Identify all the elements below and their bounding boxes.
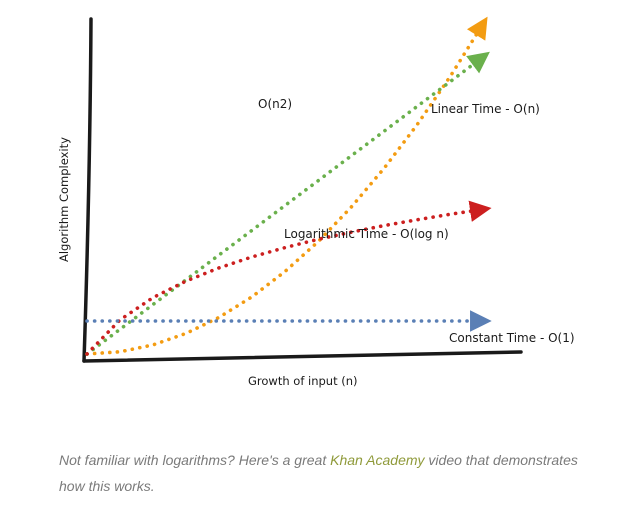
caption: Not familiar with logarithms? Here's a g…: [59, 447, 579, 499]
series-label-log: Logarithmic Time - O(log n): [284, 227, 449, 241]
series-label-constant: Constant Time - O(1): [449, 331, 575, 345]
y-axis: [82, 17, 93, 363]
series-label-n2: O(n2): [258, 97, 292, 111]
series-n2-line: [85, 16, 488, 356]
y-axis-title: Algorithm Complexity: [57, 137, 71, 262]
series-log-line: [85, 200, 492, 356]
series-linear-line: [85, 51, 490, 356]
khan-academy-link[interactable]: Khan Academy: [330, 452, 425, 468]
caption-text-before: Not familiar with logarithms? Here's a g…: [59, 452, 331, 468]
x-axis: [82, 350, 523, 363]
complexity-chart: O(n2) Linear Time - O(n) Logarithmic Tim…: [57, 16, 575, 388]
series-layer: [85, 16, 492, 356]
caption-text-after: video that demonstrates how this works.: [59, 452, 578, 494]
x-axis-title: Growth of input (n): [248, 374, 358, 388]
series-label-linear: Linear Time - O(n): [431, 102, 540, 116]
